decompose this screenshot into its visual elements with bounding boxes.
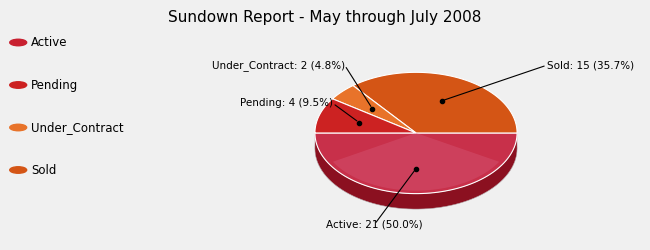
Polygon shape (315, 133, 517, 194)
Text: Under_Contract: Under_Contract (31, 121, 124, 134)
Polygon shape (333, 133, 499, 190)
Text: Under_Contract: 2 (4.8%): Under_Contract: 2 (4.8%) (211, 60, 344, 71)
Text: Sundown Report - May through July 2008: Sundown Report - May through July 2008 (168, 10, 482, 25)
Polygon shape (333, 86, 416, 133)
Text: Sold: 15 (35.7%): Sold: 15 (35.7%) (547, 60, 634, 70)
Text: Active: Active (31, 36, 68, 49)
Polygon shape (315, 133, 517, 209)
Polygon shape (315, 99, 416, 133)
Text: Pending: Pending (31, 78, 79, 92)
Text: Active: 21 (50.0%): Active: 21 (50.0%) (326, 220, 422, 230)
Text: Pending: 4 (9.5%): Pending: 4 (9.5%) (240, 98, 333, 108)
Polygon shape (353, 72, 517, 133)
Polygon shape (315, 88, 517, 209)
Text: Sold: Sold (31, 164, 57, 176)
